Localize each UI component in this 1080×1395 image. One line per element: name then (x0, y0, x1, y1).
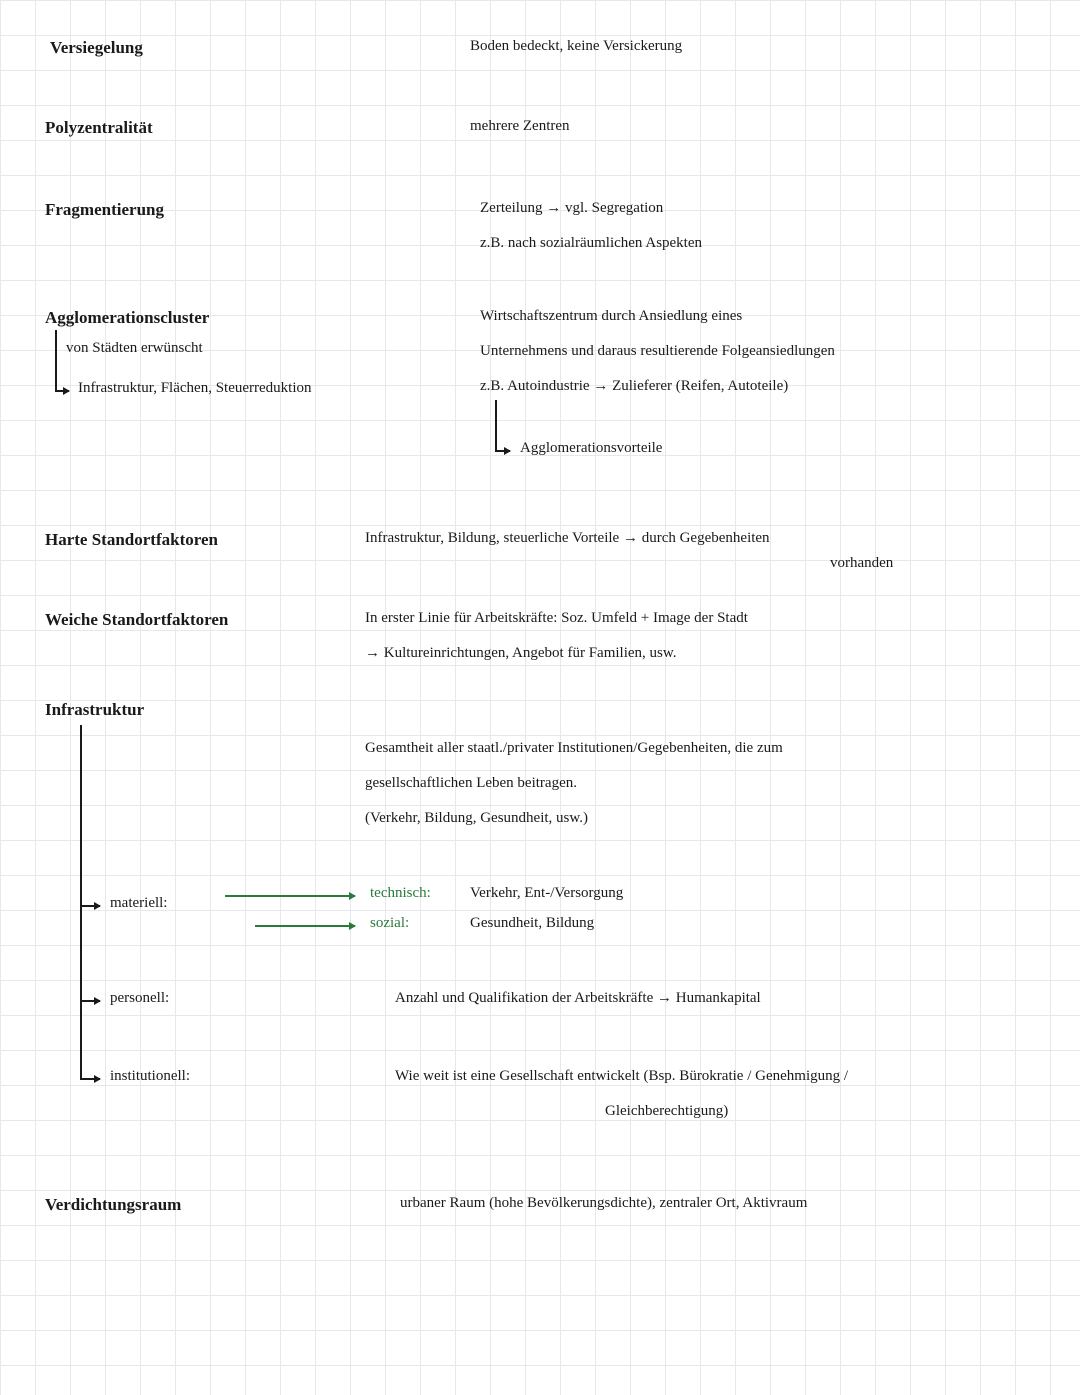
def-weiche-1: In erster Linie für Arbeitskräfte: Soz. … (365, 610, 748, 627)
def-infra-1: Gesamtheit aller staatl./privater Instit… (365, 740, 783, 757)
def-versiegelung: Boden bedeckt, keine Versickerung (470, 38, 682, 55)
def-infra-2: gesellschaftlichen Leben beitragen. (365, 775, 577, 792)
val-personell: Anzahl und Qualifikation der Arbeitskräf… (395, 990, 761, 1007)
arrow-icon (80, 1000, 100, 1002)
connector-line (80, 725, 82, 1080)
label-sozial: sozial: (370, 915, 409, 932)
arrow-icon (80, 905, 100, 907)
val-technisch: Verkehr, Ent-/Versorgung (470, 885, 623, 902)
green-arrow-icon (255, 925, 355, 927)
val-institutionell-1: Wie weit ist eine Gesellschaft entwickel… (395, 1068, 848, 1085)
green-arrow-icon (225, 895, 355, 897)
term-harte: Harte Standortfaktoren (45, 530, 218, 550)
term-agglomerationscluster: Agglomerationscluster (45, 308, 209, 328)
val-institutionell-2: Gleichberechtigung) (605, 1103, 728, 1120)
def-fragmentierung-1: Zerteilung → vgl. Segregation (480, 200, 663, 217)
label-materiell: materiell: (110, 895, 167, 912)
term-weiche: Weiche Standortfaktoren (45, 610, 228, 630)
def-fragmentierung-2: z.B. nach sozialräumlichen Aspekten (480, 235, 702, 252)
def-agglo-2: Unternehmens und daraus resultierende Fo… (480, 343, 835, 360)
label-institutionell: institutionell: (110, 1068, 190, 1085)
val-sozial: Gesundheit, Bildung (470, 915, 594, 932)
label-personell: personell: (110, 990, 169, 1007)
def-harte-1: Infrastruktur, Bildung, steuerliche Vort… (365, 530, 770, 547)
connector-line (495, 400, 497, 450)
def-agglo-3: z.B. Autoindustrie → Zulieferer (Reifen,… (480, 378, 788, 395)
def-weiche-2: → Kultureinrichtungen, Angebot für Famil… (365, 645, 676, 662)
term-versiegelung: Versiegelung (50, 38, 143, 58)
term-polyzentralitaet: Polyzentralität (45, 118, 153, 138)
sub-agglo-1: von Städten erwünscht (66, 340, 203, 357)
label-technisch: technisch: (370, 885, 431, 902)
def-verdichtungsraum: urbaner Raum (hohe Bevölkerungsdichte), … (400, 1195, 807, 1212)
def-agglo-1: Wirtschaftszentrum durch Ansiedlung eine… (480, 308, 742, 325)
connector-line (55, 330, 57, 390)
term-verdichtungsraum: Verdichtungsraum (45, 1195, 181, 1215)
term-infrastruktur: Infrastruktur (45, 700, 144, 720)
def-harte-2: vorhanden (830, 555, 893, 572)
arrow-icon (495, 450, 510, 452)
term-fragmentierung: Fragmentierung (45, 200, 164, 220)
sub-agglo-2: Infrastruktur, Flächen, Steuerreduktion (78, 380, 312, 397)
arrow-icon (80, 1078, 100, 1080)
def-polyzentralitaet: mehrere Zentren (470, 118, 570, 135)
def-infra-3: (Verkehr, Bildung, Gesundheit, usw.) (365, 810, 588, 827)
def-agglo-4: Agglomerationsvorteile (520, 440, 662, 457)
